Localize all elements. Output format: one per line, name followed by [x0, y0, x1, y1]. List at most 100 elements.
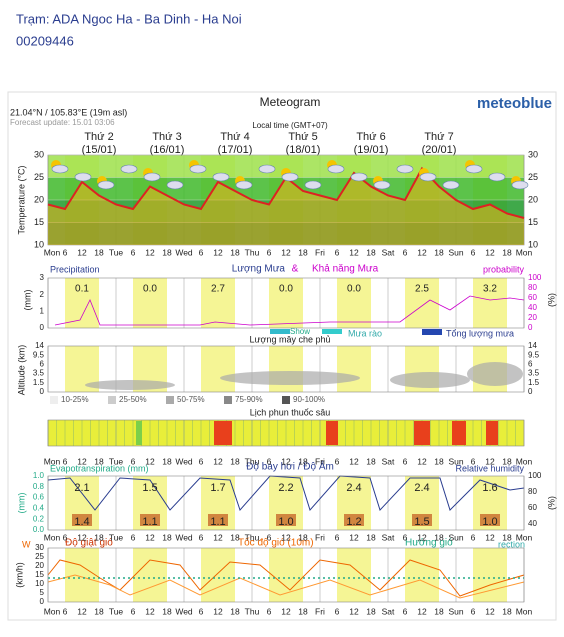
time-label: 18: [162, 456, 172, 466]
day-name: Thứ 5: [288, 131, 317, 143]
time-label: 6: [335, 532, 340, 542]
tick-label: 6: [40, 360, 45, 369]
daily-precip: 0.0: [143, 284, 157, 295]
tick-label: 6: [528, 360, 533, 369]
precip-title: Lượng Mưa: [232, 264, 286, 275]
daily-evap-bottom: 1.2: [346, 516, 361, 528]
time-label: 18: [162, 247, 172, 257]
cloud-icon: [143, 172, 161, 182]
daylight: [65, 548, 99, 602]
station: Trạm: ADA Ngoc Ha - Ba Dinh - Ha Noi: [16, 11, 242, 26]
cloud-blob: [467, 362, 523, 386]
time-label: 12: [213, 606, 223, 616]
time-label: Fri: [315, 606, 325, 616]
time-label: 18: [298, 247, 308, 257]
time-label: Fri: [315, 532, 325, 542]
legend-swatch: [322, 329, 342, 334]
tick-label: 0: [40, 323, 45, 332]
tick-label: 1.0: [33, 471, 45, 480]
time-label: Mon: [44, 532, 61, 542]
panel-frame: [47, 345, 525, 393]
daily-evap-top: 2.1: [74, 482, 89, 494]
tick-label: 40: [528, 303, 537, 312]
time-label: 18: [298, 606, 308, 616]
y-tick-label: 15: [34, 217, 44, 227]
cloud-blob: [390, 372, 470, 388]
day-date: (17/01): [218, 144, 253, 156]
time-label: 18: [94, 247, 104, 257]
daily-evap-top: 1.7: [210, 482, 225, 494]
precip-unit: (mm): [22, 290, 32, 311]
time-label: 6: [471, 606, 476, 616]
daylight: [201, 548, 235, 602]
tick-label: 30: [35, 543, 44, 552]
time-label: 18: [230, 456, 240, 466]
time-label: 6: [471, 532, 476, 542]
time-label: 6: [267, 247, 272, 257]
y-tick-label-right: 25: [528, 172, 538, 182]
tick-label: 0: [528, 323, 533, 332]
time-label: 18: [434, 606, 444, 616]
spray-warning: [414, 421, 430, 445]
evap-title: Độ bay hơi / Độ Ẩm: [246, 460, 334, 473]
time-label: 12: [349, 247, 359, 257]
precip-amp: &: [292, 264, 299, 275]
tick-label: 100: [528, 273, 542, 282]
day-date: (19/01): [354, 144, 389, 156]
time-label: 12: [281, 532, 291, 542]
time-label: Sun: [448, 606, 463, 616]
time-label: 6: [335, 456, 340, 466]
daylight: [133, 548, 167, 602]
cloud-blob: [220, 371, 360, 385]
day-date: (15/01): [82, 144, 117, 156]
time-label: Mon: [516, 456, 533, 466]
evap-bars: [72, 514, 92, 526]
time-label: Wed: [175, 456, 193, 466]
legend-swatch: [270, 329, 290, 334]
wind-unit: (km/h): [14, 562, 24, 588]
location: 21.04°N / 105.83°E (19m asl): [10, 107, 127, 117]
tick-label: 20: [528, 313, 537, 322]
time-label: 12: [145, 532, 155, 542]
daily-evap-top: 1.5: [142, 482, 157, 494]
daily-evap-bottom: 1.4: [74, 516, 89, 528]
tick-label: 14: [35, 341, 44, 350]
tick-label: 10: [35, 579, 44, 588]
time-label: 12: [349, 606, 359, 616]
day-date: (20/01): [422, 144, 457, 156]
time-label: 12: [485, 456, 495, 466]
legend-swatch: [282, 396, 290, 404]
time-label: 12: [349, 532, 359, 542]
time-label: 12: [485, 606, 495, 616]
cloud-icon: [373, 180, 391, 190]
time-label: 18: [162, 532, 172, 542]
time-label: Thu: [245, 606, 260, 616]
cloud-title: Lượng mây che phủ: [250, 334, 331, 344]
spray-ok: [136, 421, 142, 445]
cloud-blobs: [85, 362, 523, 390]
time-label: 18: [94, 606, 104, 616]
cloud-icon: [212, 172, 230, 182]
time-label: 12: [417, 247, 427, 257]
tick-label: 5: [40, 588, 45, 597]
cloud-icon: [120, 164, 138, 174]
daily-precip: 0.0: [279, 284, 293, 295]
time-label: Mon: [44, 456, 61, 466]
daylight: [133, 278, 167, 328]
time-label: 12: [77, 606, 87, 616]
daily-precip: 0.1: [75, 284, 89, 295]
cloud-legend: 90-100%: [293, 395, 325, 404]
time-label: Mon: [516, 606, 533, 616]
y-tick-label: 20: [34, 194, 44, 204]
time-label: 6: [267, 456, 272, 466]
evap-bars: [344, 514, 364, 526]
tick-label: 100: [528, 471, 542, 480]
daily-precip: 2.7: [211, 284, 225, 295]
tick-label: 80: [528, 283, 537, 292]
cloud-icon: [442, 180, 460, 190]
daily-evap-top: 2.4: [414, 482, 429, 494]
time-label: 6: [471, 456, 476, 466]
daylight: [473, 278, 507, 328]
time-label: 18: [230, 247, 240, 257]
